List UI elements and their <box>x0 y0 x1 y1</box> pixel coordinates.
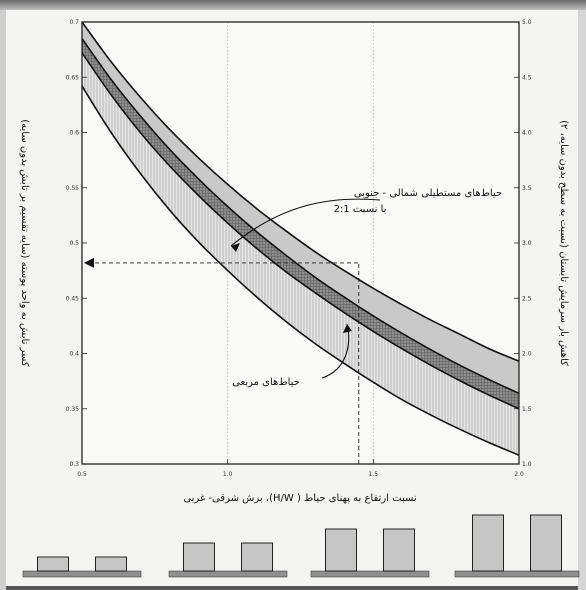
sketch-4-ground <box>454 570 580 578</box>
x-tick-label-1: 1.0 <box>223 471 233 478</box>
sketch-3-building-left <box>325 528 357 572</box>
x-tick-label-3: 2.0 <box>514 471 524 478</box>
sketch-1-building-left <box>37 556 69 572</box>
sketch-2-building-left <box>183 542 215 572</box>
sketch-3-building-right <box>383 528 415 572</box>
top-frame-strip <box>0 0 586 10</box>
annotations: حیاط‌های مستطیلی شمالی - جنوبی با نسبت 2… <box>230 188 502 388</box>
y-left-tick-label-6: 0.4 <box>69 351 79 358</box>
x-tick-label-0: 0.5 <box>77 471 87 478</box>
y-right-tick-label-2: 4.0 <box>522 130 532 137</box>
sketch-2-ground <box>168 570 288 578</box>
square-label-arrow-head <box>343 324 352 333</box>
bottom-frame-line <box>6 586 578 590</box>
y-left-tick-label-4: 0.5 <box>69 240 79 247</box>
rect-courtyard-label-line1: حیاط‌های مستطیلی شمالی - جنوبی <box>354 188 502 199</box>
left-frame-edge <box>0 10 6 590</box>
y-right-tick-label-3: 3.5 <box>522 185 532 192</box>
y-right-tick-label-7: 1.5 <box>522 406 532 413</box>
reference-lines <box>84 257 360 464</box>
y-right-tick-label-8: 1.0 <box>522 461 532 468</box>
y-left-tick-label-5: 0.45 <box>66 295 80 302</box>
courtyard-sketches <box>22 514 580 578</box>
y-left-axis-title: کسر تابش به واحد پوسته (سایه تقسیم بر تا… <box>19 119 30 367</box>
sketch-1-ground <box>22 570 142 578</box>
y-right-tick-label-0: 5.0 <box>522 19 532 26</box>
rect-label-arrow <box>230 198 381 247</box>
y-left-tick-label-8: 0.3 <box>69 461 79 468</box>
rect-lower-curve <box>81 52 520 410</box>
y-left-tick-label-0: 0.7 <box>69 19 79 26</box>
rect-label-arrow-head <box>231 243 240 252</box>
y-left-tick-label-2: 0.6 <box>69 130 79 137</box>
rect-upper-curve <box>81 21 520 362</box>
bands <box>82 22 519 456</box>
y-right-axis-title: کاهش بار سرمایش تابستان (نسبت به سطح بدو… <box>558 120 569 366</box>
x-tick-label-2: 1.5 <box>369 471 379 478</box>
ticks: 0.7 0.65 0.6 0.55 0.5 0.45 0.4 0.35 0.3 5.0 4.5 4.0… <box>66 19 532 478</box>
y-right-tick-label-4: 3.0 <box>522 240 532 247</box>
sketch-3-ground <box>310 570 430 578</box>
rect-courtyard-band <box>82 22 519 409</box>
y-left-tick-label-1: 0.65 <box>66 74 80 81</box>
y-right-tick-label-6: 2.0 <box>522 351 532 358</box>
sketch-4-building-right <box>530 514 562 572</box>
y-right-tick-label-1: 4.5 <box>522 74 532 81</box>
curves <box>81 21 520 456</box>
rect-courtyard-label-line2: با نسبت 2:1 <box>334 204 387 215</box>
square-lower-curve <box>81 85 520 456</box>
reference-arrow-head <box>84 257 94 268</box>
right-frame-edge <box>578 10 586 590</box>
x-axis-title: نسبت ارتفاع به پهنای حیاط ( H/W)، برش شر… <box>183 493 416 504</box>
square-upper-curve <box>81 38 520 395</box>
y-left-tick-label-7: 0.35 <box>66 406 80 413</box>
sketch-1-building-right <box>95 556 127 572</box>
y-left-tick-label-3: 0.55 <box>66 185 80 192</box>
y-right-tick-label-5: 2.5 <box>522 295 532 302</box>
square-courtyard-label: حیاط‌های مربعی <box>232 377 300 388</box>
sketch-4-building-left <box>472 514 504 572</box>
sketch-2-building-right <box>241 542 273 572</box>
